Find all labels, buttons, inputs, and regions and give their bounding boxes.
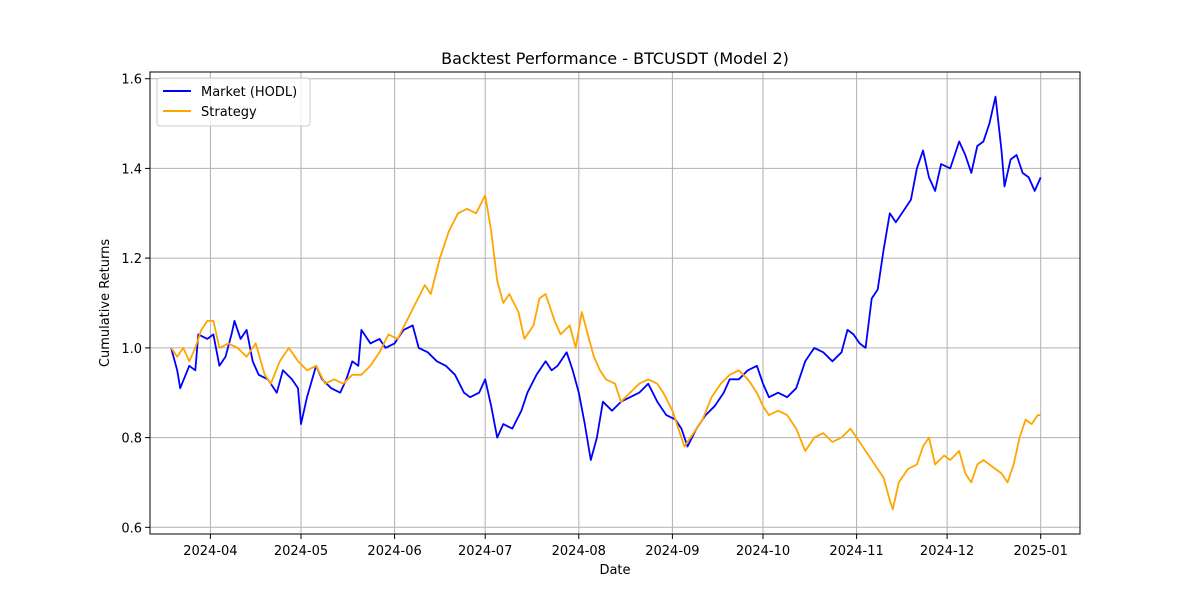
- legend: Market (HODL) Strategy: [156, 77, 311, 127]
- x-tick-label: 2024-07: [458, 544, 512, 559]
- series-line-market: [170, 95, 1042, 461]
- x-tick-label: 2024-05: [274, 544, 328, 559]
- x-tick-label: 2024-08: [552, 544, 606, 559]
- y-tick-label: 1.0: [121, 342, 142, 357]
- x-tick-label: 2025-01: [1014, 544, 1068, 559]
- x-tick-label: 2024-06: [367, 544, 421, 559]
- legend-box: [156, 77, 311, 127]
- y-axis: 0.6 0.8 1.0 1.2 1.4 1.6: [121, 73, 150, 536]
- chart-title: Backtest Performance - BTCUSDT (Model 2): [441, 49, 789, 68]
- x-axis: 2024-04 2024-05 2024-06 2024-07 2024-08 2024-…: [183, 534, 1068, 559]
- plot-frame: [149, 71, 1081, 535]
- legend-label-strategy: Strategy: [201, 105, 257, 120]
- x-tick-label: 2024-12: [920, 544, 974, 559]
- x-axis-label: Date: [599, 563, 630, 578]
- series-line-strategy: [170, 194, 1041, 511]
- y-tick-label: 0.8: [121, 432, 142, 447]
- y-tick-label: 1.4: [121, 162, 142, 177]
- y-axis-label: Cumulative Returns: [98, 239, 113, 367]
- legend-label-market: Market (HODL): [201, 85, 297, 100]
- x-tick-label: 2024-11: [829, 544, 883, 559]
- series-layer: [170, 95, 1042, 511]
- y-tick-label: 1.2: [121, 252, 142, 267]
- x-tick-label: 2024-04: [183, 544, 237, 559]
- x-tick-label: 2024-09: [645, 544, 699, 559]
- x-tick-label: 2024-10: [736, 544, 790, 559]
- y-tick-label: 0.6: [121, 521, 142, 536]
- y-tick-label: 1.6: [121, 73, 142, 88]
